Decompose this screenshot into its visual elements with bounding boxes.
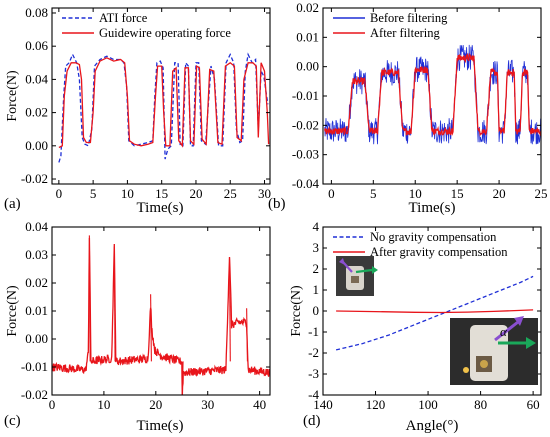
y-tick-label: 0.03 — [25, 247, 48, 262]
y-tick-label: 0.00 — [25, 331, 48, 346]
y-tick-label: 0.06 — [25, 38, 48, 53]
axes-frame — [51, 7, 271, 185]
y-tick-label: 4 — [313, 219, 320, 234]
legend-entry: Before filtering — [370, 11, 448, 25]
y-tick-label: -0.04 — [292, 176, 320, 191]
y-tick-label: 0.01 — [296, 29, 319, 44]
spike-4 — [181, 361, 184, 395]
y-tick-label: -0.02 — [21, 387, 48, 402]
plot-area: 0 5 10 15 20 25 -0.04 -0.03 -0.02 -0.01 0.00 0.01 0.… — [268, 0, 548, 216]
x-axis-label: Time(s) — [137, 200, 184, 216]
plot-area: 0 5 10 15 20 25 30 -0.02 0.00 0.02 0.04 0.06 0.08 Tim… — [4, 5, 271, 216]
y-tick-label: 0.00 — [296, 59, 319, 74]
panel-a: 0 5 10 15 20 25 30 -0.02 0.00 0.02 0.04 0.06 0.08 Tim… — [4, 5, 271, 216]
panel-label: (a) — [4, 196, 21, 212]
y-tick-label: -0.02 — [292, 117, 319, 132]
y-tick-label: 0.08 — [25, 5, 48, 20]
series-group — [324, 44, 541, 145]
y-tick-label: 0.00 — [25, 138, 48, 153]
panel-c: 0 10 20 30 40 -0.02 -0.01 0.00 0.01 0.02 0.03 0.04 T… — [4, 219, 271, 434]
y-tick-label: -0.02 — [21, 171, 48, 186]
x-tick-label: 15 — [451, 186, 464, 201]
x-tick-label: 40 — [253, 397, 266, 412]
y-tick-label: -3 — [308, 366, 319, 381]
y-tick-label: -1 — [308, 324, 319, 339]
plot-area: 0 10 20 30 40 -0.02 -0.01 0.00 0.01 0.02 0.03 0.04 T… — [4, 219, 271, 434]
y-tick-label: 0.02 — [25, 275, 48, 290]
x-tick-label: 25 — [535, 186, 548, 201]
x-tick-label: 60 — [527, 397, 540, 412]
y-tick-label: -0.01 — [21, 359, 48, 374]
legend-entry: Guidewire operating force — [99, 26, 231, 40]
y-tick-label: 0.04 — [25, 71, 48, 86]
y-tick-label: -4 — [308, 387, 319, 402]
panel-label: (b) — [268, 196, 286, 212]
inset-photo-large: α — [450, 316, 538, 385]
series-line-1 — [335, 275, 534, 351]
y-tick-label: 3 — [313, 240, 320, 255]
y-tick-label: 2 — [313, 261, 320, 276]
y-tick-label: 0.04 — [25, 219, 48, 234]
series-group — [58, 52, 270, 163]
x-tick-label: 5 — [370, 186, 377, 201]
x-tick-label: 80 — [474, 397, 487, 412]
x-tick-label: 30 — [201, 397, 214, 412]
x-tick-label: 140 — [313, 397, 333, 412]
x-tick-label: 120 — [366, 397, 386, 412]
x-tick-label: 0 — [328, 186, 335, 201]
y-axis-label: Force(N) — [5, 285, 20, 337]
x-tick-label: 0 — [56, 186, 63, 201]
x-axis-label: Time(s) — [137, 418, 184, 434]
y-tick-label: 0 — [313, 303, 320, 318]
series-line-1 — [52, 237, 270, 395]
x-tick-label: 0 — [49, 397, 56, 412]
spike-6 — [246, 308, 248, 362]
svg-text:α: α — [500, 324, 508, 339]
x-tick-label: 5 — [90, 186, 97, 201]
x-tick-label: 20 — [149, 397, 162, 412]
legend-entry: After gravity compensation — [370, 245, 508, 259]
x-tick-label: 20 — [493, 186, 506, 201]
x-tick-label: 20 — [189, 186, 202, 201]
legend-entry: After filtering — [370, 26, 441, 40]
y-axis-label: Force(N) — [289, 285, 304, 337]
y-tick-label: 0.02 — [25, 105, 48, 120]
x-tick-label: 10 — [409, 186, 422, 201]
y-tick-label: 0.01 — [25, 303, 48, 318]
x-tick-label: 10 — [121, 186, 134, 201]
legend-entry: ATI force — [99, 11, 148, 25]
y-tick-label: -0.03 — [292, 147, 319, 162]
x-tick-label: 25 — [224, 186, 237, 201]
spike-2 — [113, 246, 116, 362]
y-tick-label: -2 — [308, 345, 319, 360]
panel-label: (d) — [303, 413, 321, 429]
panel-label: (c) — [4, 413, 21, 429]
x-tick-label: 100 — [418, 397, 438, 412]
x-axis-label: Time(s) — [409, 200, 456, 216]
inset-photo-small — [336, 256, 378, 296]
x-axis-label: Angle(°) — [406, 418, 459, 434]
series-line-2 — [324, 52, 541, 137]
x-tick-label: 10 — [97, 397, 110, 412]
x-tick-label: 30 — [258, 186, 271, 201]
series-group — [335, 275, 534, 351]
spike-3 — [150, 294, 152, 362]
panel-b: 0 5 10 15 20 25 -0.04 -0.03 -0.02 -0.01 0.00 0.01 0.… — [268, 0, 548, 216]
plot-area: 140 120 100 80 60 -4 -3 -2 -1 0 1 2 3 4 Angle(°) Force(… — [289, 219, 542, 434]
y-tick-label: 0.02 — [296, 0, 319, 15]
series-group — [52, 235, 270, 395]
y-tick-label: -0.01 — [292, 88, 319, 103]
series-line-2 — [58, 57, 270, 149]
panel-d: 140 120 100 80 60 -4 -3 -2 -1 0 1 2 3 4 Angle(°) Force(… — [289, 219, 542, 434]
spike-5 — [228, 257, 231, 362]
legend-entry: No gravity compensation — [370, 230, 497, 244]
y-tick-label: 1 — [313, 282, 320, 297]
y-axis-label: Force(N) — [5, 70, 20, 122]
series-line-2 — [336, 309, 534, 314]
spike-1 — [88, 235, 91, 362]
x-tick-label: 15 — [155, 186, 168, 201]
